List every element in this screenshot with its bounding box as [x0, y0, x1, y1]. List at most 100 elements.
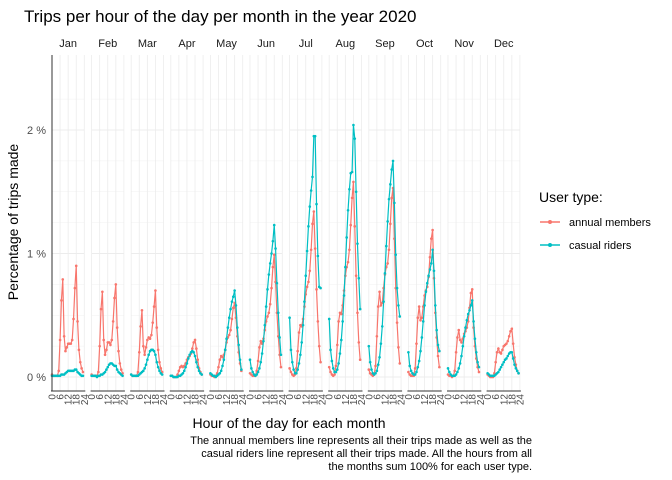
data-point — [395, 321, 399, 324]
data-point — [101, 290, 104, 294]
data-point — [416, 316, 420, 320]
data-point — [374, 364, 377, 368]
data-point — [375, 369, 379, 373]
data-point — [501, 348, 504, 352]
x-tick-label: 12 — [380, 394, 391, 406]
data-point — [335, 343, 339, 347]
data-point — [270, 286, 273, 290]
x-tick-label: 0 — [246, 394, 257, 400]
data-point — [186, 357, 190, 360]
x-tick-label: 6 — [95, 394, 106, 400]
data-point — [356, 311, 359, 315]
data-point — [477, 370, 481, 374]
data-point — [312, 210, 316, 213]
x-tick-label: 0 — [48, 394, 59, 400]
data-point — [507, 334, 511, 338]
data-point — [391, 159, 395, 163]
data-point — [57, 369, 61, 373]
data-point — [292, 368, 295, 371]
facet-panels: Jan06121824Feb06121824Mar06121824Apr0612… — [48, 38, 527, 405]
data-point — [389, 222, 392, 226]
data-point — [102, 338, 106, 342]
data-point — [354, 190, 358, 194]
data-point — [234, 304, 238, 307]
x-tick-label: 0 — [87, 394, 98, 400]
data-point — [357, 276, 361, 280]
x-tick-label: 6 — [214, 394, 225, 400]
data-point — [498, 368, 502, 371]
facet-label: Feb — [98, 38, 117, 50]
data-point — [72, 317, 75, 321]
data-point — [267, 273, 271, 276]
x-tick-label: 12 — [103, 394, 114, 406]
data-point — [506, 354, 510, 358]
data-point — [255, 373, 259, 376]
data-point — [271, 265, 275, 269]
data-point — [156, 348, 160, 352]
legend-key-point — [548, 220, 552, 224]
facet-label: Nov — [454, 38, 474, 50]
data-point — [313, 247, 317, 250]
data-point — [65, 346, 69, 349]
data-point — [416, 365, 420, 369]
data-point — [427, 274, 430, 278]
x-tick-label: 18 — [151, 394, 162, 406]
data-point — [502, 360, 506, 364]
data-point — [394, 253, 398, 257]
data-point — [229, 328, 232, 332]
y-axis-label: Percentage of trips made — [5, 144, 21, 301]
data-point — [317, 344, 321, 348]
caption-line: casual riders line represent all their t… — [201, 448, 532, 460]
data-point — [338, 352, 342, 355]
data-point — [454, 351, 458, 354]
data-point — [276, 311, 280, 315]
data-point — [155, 326, 159, 329]
data-point — [221, 355, 224, 359]
data-point — [515, 369, 519, 373]
data-point — [155, 360, 159, 364]
data-point — [248, 358, 252, 362]
data-point — [379, 304, 383, 307]
x-tick-label: 6 — [491, 394, 502, 400]
data-point — [415, 342, 418, 345]
x-tick-label: 6 — [452, 394, 463, 400]
data-point — [146, 358, 149, 362]
legend: User type: annual members casual riders — [539, 189, 651, 252]
data-point — [197, 369, 201, 373]
data-point — [226, 326, 230, 329]
x-tick-label: 0 — [285, 394, 296, 400]
facet-label: Jul — [299, 38, 313, 50]
data-point — [419, 349, 422, 353]
data-point — [368, 360, 372, 364]
data-point — [417, 305, 421, 308]
data-point — [345, 236, 348, 239]
data-point — [193, 354, 197, 358]
x-tick-label: 24 — [80, 394, 91, 406]
data-point — [160, 373, 164, 376]
data-point — [461, 344, 465, 348]
data-point — [272, 223, 276, 227]
data-point — [415, 370, 418, 374]
data-point — [358, 307, 362, 311]
x-tick-label: 6 — [56, 394, 67, 400]
x-tick-label: 24 — [515, 394, 526, 406]
data-point — [158, 360, 161, 364]
data-point — [150, 333, 153, 337]
data-point — [143, 367, 146, 370]
data-point — [457, 328, 461, 332]
data-point — [315, 288, 318, 291]
data-point — [182, 369, 186, 373]
data-point — [137, 351, 141, 354]
data-point — [142, 344, 145, 348]
data-point — [103, 353, 107, 357]
data-point — [309, 248, 313, 252]
data-point — [340, 338, 343, 342]
data-point — [435, 328, 438, 332]
x-tick-label: 18 — [349, 394, 360, 406]
data-point — [136, 370, 140, 374]
data-point — [446, 367, 450, 370]
facet-label: Aug — [336, 38, 356, 50]
